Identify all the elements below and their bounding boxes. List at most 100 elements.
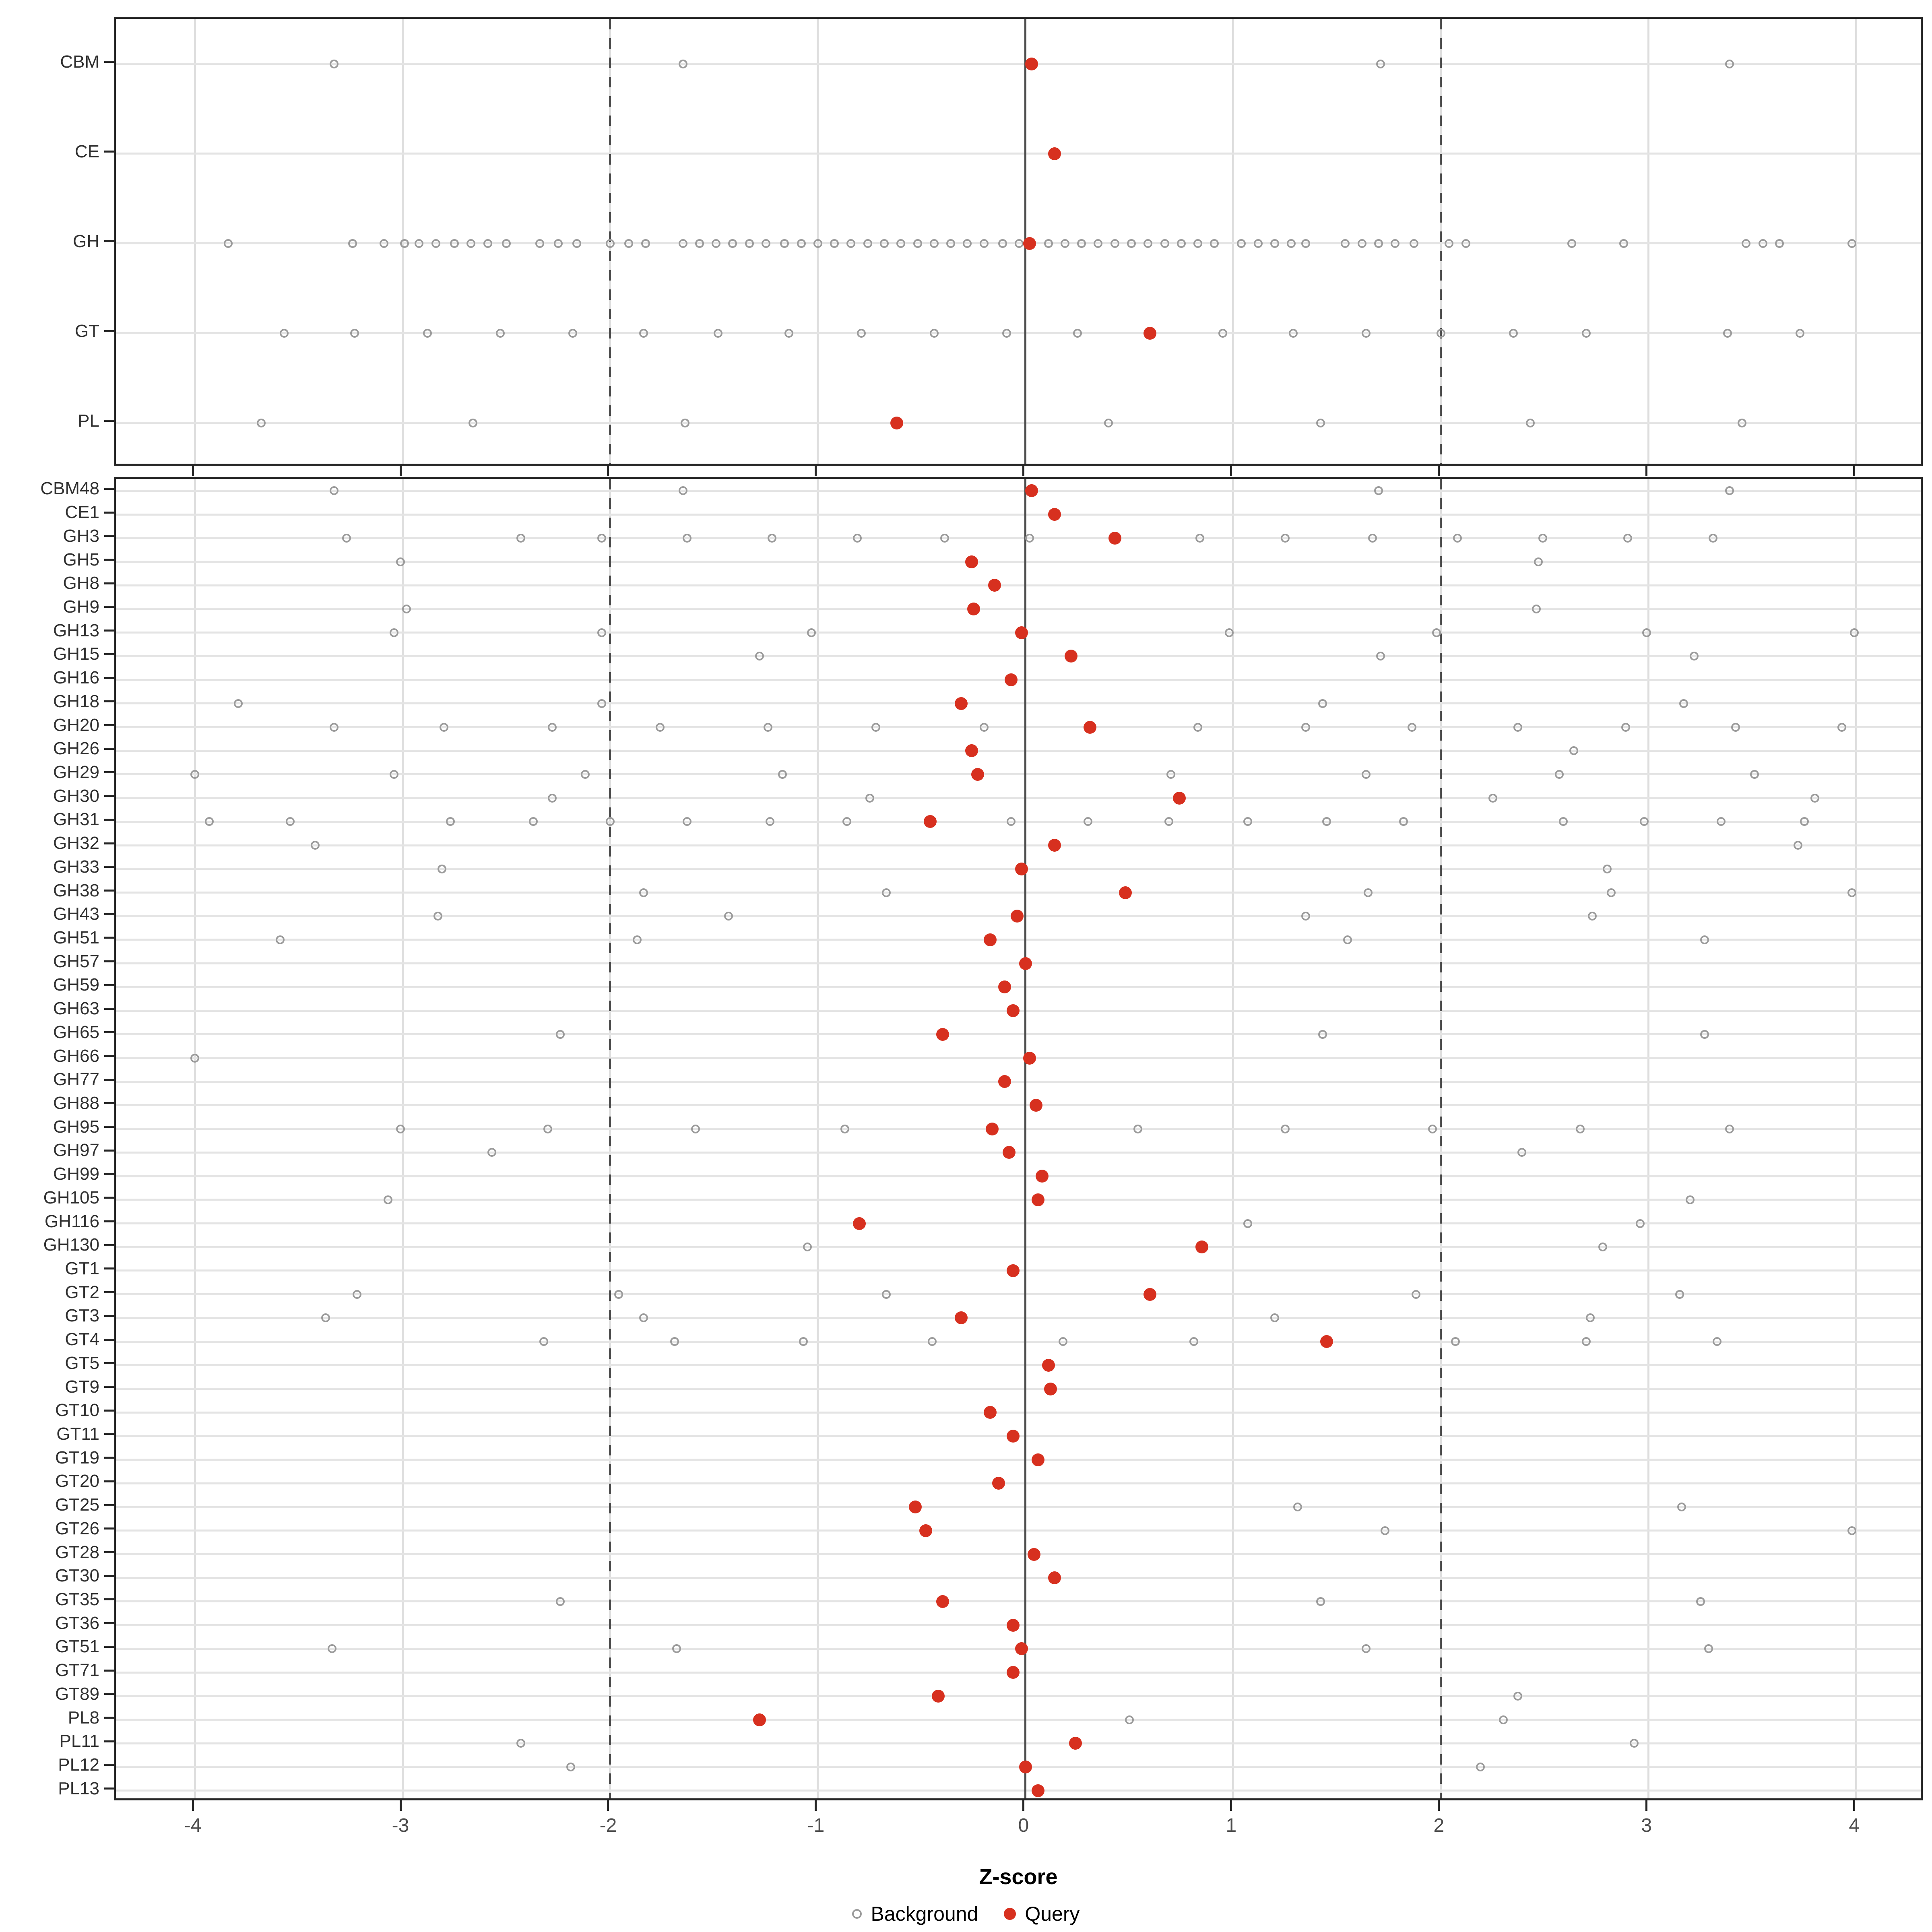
y-axis-label: GH29 [53,762,99,782]
background-point [1166,770,1176,779]
query-point [998,1075,1011,1088]
background-point [813,239,822,248]
y-tick [104,420,114,422]
row-gridline [116,1600,1921,1603]
background-point [1717,817,1726,826]
row-gridline [116,1080,1921,1083]
query-point [1002,1146,1016,1159]
y-axis-label: GH63 [53,999,99,1019]
background-point [321,1313,330,1323]
background-point [329,722,339,732]
background-point [1538,533,1547,543]
background-point [1476,1762,1485,1771]
query-point [1004,673,1018,687]
background-point [1015,239,1024,248]
x-tick-label: 1 [1226,1815,1237,1836]
background-point [396,1124,405,1133]
query-point [984,1406,997,1419]
y-axis-label: GH105 [43,1187,99,1208]
query-point [1025,484,1038,497]
background-point [1428,1124,1437,1133]
background-point [1073,328,1082,338]
y-tick [104,1007,114,1010]
background-point [768,533,777,543]
y-axis-label: GH8 [63,573,99,593]
background-point [963,239,972,248]
row-gridline [116,986,1921,988]
query-point [1048,147,1061,160]
x-tick [815,1800,817,1811]
background-point [1104,418,1113,427]
background-point [1499,1715,1508,1724]
background-point [712,239,721,248]
background-point [597,699,607,708]
y-tick [104,1764,114,1766]
row-gridline [116,1459,1921,1461]
background-point [605,817,615,826]
background-point [402,604,411,613]
background-point [572,239,582,248]
background-point [205,817,214,826]
v-gridline [1855,19,1858,464]
background-point [1775,239,1784,248]
query-point [1031,1784,1044,1797]
y-axis-label: GH116 [44,1211,99,1231]
background-point [724,912,733,921]
background-point [529,817,538,826]
background-point [913,239,922,248]
x-tick [1022,1800,1025,1811]
y-axis-label: GH26 [53,739,99,759]
query-point [998,980,1011,994]
background-point [1847,1526,1857,1535]
y-tick [104,1244,114,1246]
x-tick [1438,1800,1440,1811]
query-point [1023,1051,1036,1065]
y-axis-label: GH [73,231,99,251]
y-tick [104,818,114,821]
background-point [1280,1124,1290,1133]
query-point [954,1311,968,1325]
background-point [1461,239,1470,248]
background-point [1253,239,1263,248]
v-gridline [1647,479,1650,1798]
query-point [932,1689,945,1703]
background-point [535,239,544,248]
y-axis-label: PL [78,411,99,431]
x-tick [1230,1800,1232,1811]
row-gridline [116,773,1921,776]
y-tick [104,1386,114,1388]
query-point [1036,1170,1049,1183]
background-point [1737,418,1746,427]
query-point [1083,720,1096,734]
row-gridline [116,1742,1921,1744]
y-axis-label: GH38 [53,880,99,900]
background-point [1621,722,1631,732]
row-gridline [116,63,1921,65]
y-axis-label: GH20 [53,715,99,735]
x-tick [1230,466,1232,476]
y-axis-label: GH99 [53,1164,99,1184]
background-point [1517,1148,1527,1157]
y-tick [104,1645,114,1648]
background-point [1407,722,1416,732]
background-point [1794,841,1803,850]
background-point [1586,1313,1595,1323]
background-point [597,533,607,543]
x-tick-label: 4 [1849,1815,1860,1836]
y-tick [104,795,114,797]
y-tick [104,1480,114,1482]
y-axis-label: CE1 [65,502,99,522]
background-point [1368,533,1377,543]
background-point [1399,817,1408,826]
y-axis-label: GH88 [53,1093,99,1113]
query-point [1048,839,1061,852]
background-point [1569,746,1579,755]
v-gridline [1232,479,1234,1798]
background-point [846,239,856,248]
background-point [784,328,793,338]
x-tick [1853,1800,1856,1811]
background-point [502,239,511,248]
row-gridline [116,1695,1921,1697]
background-point [516,533,526,543]
